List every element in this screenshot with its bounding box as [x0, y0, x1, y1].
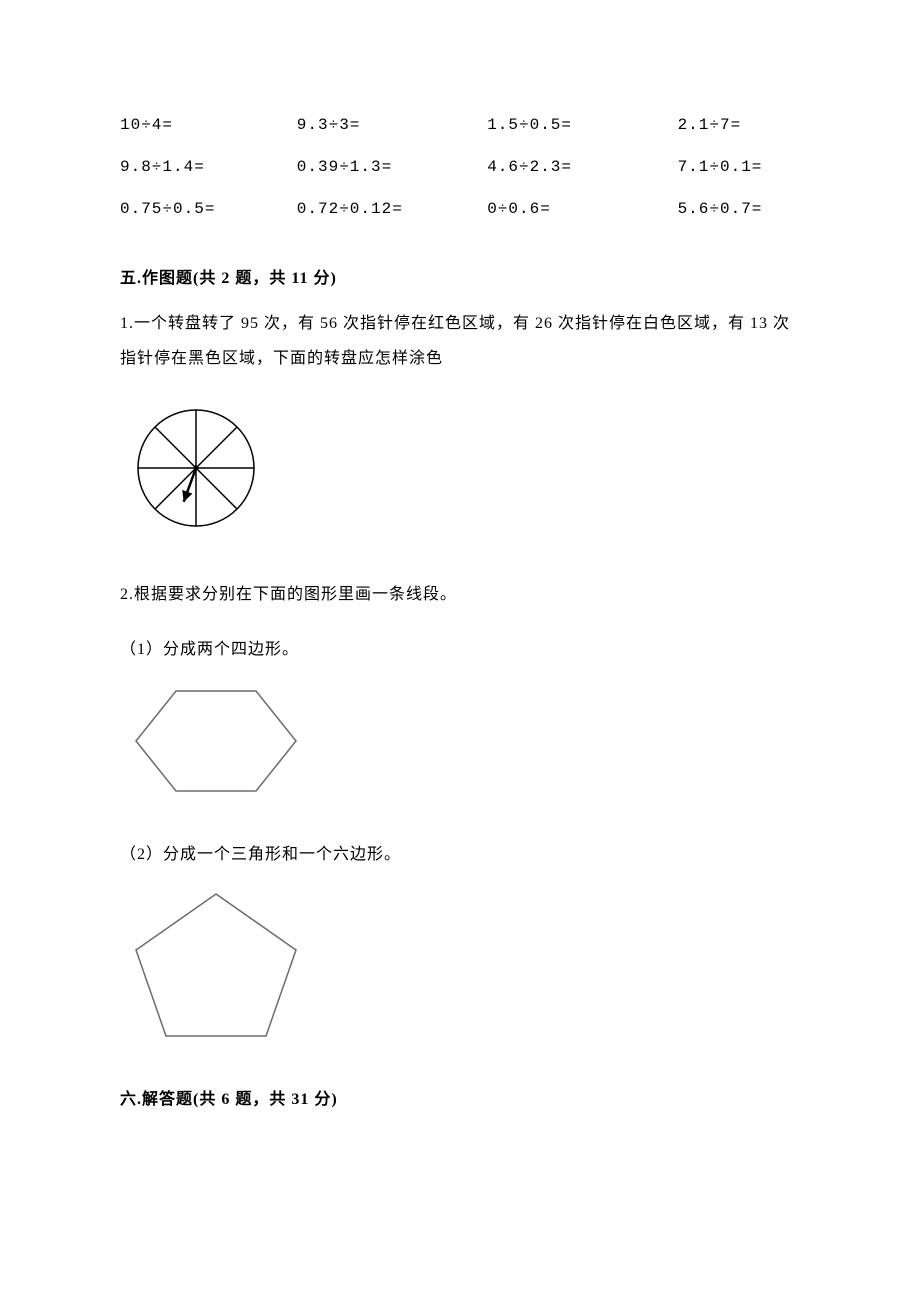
problem-2-part1-label: （1）分成两个四边形。: [120, 635, 800, 659]
spinner-icon: [126, 398, 266, 538]
pentagon-polygon: [136, 894, 296, 1036]
hexagon-figure: [126, 681, 800, 806]
calc-cell: 0÷0.6=: [487, 194, 677, 236]
calc-row: 9.8÷1.4= 0.39÷1.3= 4.6÷2.3= 7.1÷0.1=: [120, 152, 800, 194]
calc-cell: 0.75÷0.5=: [120, 194, 297, 236]
calc-cell: 10÷4=: [120, 110, 297, 152]
calc-table: 10÷4= 9.3÷3= 1.5÷0.5= 2.1÷7= 9.8÷1.4= 0.…: [120, 110, 800, 236]
section-6-heading: 六.解答题(共 6 题，共 31 分): [120, 1085, 800, 1109]
calc-cell: 0.39÷1.3=: [297, 152, 487, 194]
calc-cell: 5.6÷0.7=: [678, 194, 800, 236]
calc-row: 0.75÷0.5= 0.72÷0.12= 0÷0.6= 5.6÷0.7=: [120, 194, 800, 236]
pentagon-figure: [126, 886, 800, 1051]
problem-2-part2-label: （2）分成一个三角形和一个六边形。: [120, 840, 800, 864]
calc-cell: 9.8÷1.4=: [120, 152, 297, 194]
hexagon-icon: [126, 681, 306, 801]
problem-1-text: 1.一个转盘转了 95 次，有 56 次指针停在红色区域，有 26 次指针停在白…: [120, 306, 800, 376]
page: 10÷4= 9.3÷3= 1.5÷0.5= 2.1÷7= 9.8÷1.4= 0.…: [0, 0, 920, 1187]
pentagon-icon: [126, 886, 306, 1046]
spinner-figure: [126, 398, 800, 543]
problem-2-text: 2.根据要求分别在下面的图形里画一条线段。: [120, 577, 800, 612]
calc-cell: 0.72÷0.12=: [297, 194, 487, 236]
calc-cell: 9.3÷3=: [297, 110, 487, 152]
hexagon-polygon: [136, 691, 296, 791]
section-5-heading: 五.作图题(共 2 题，共 11 分): [120, 264, 800, 288]
calc-cell: 7.1÷0.1=: [678, 152, 800, 194]
calc-row: 10÷4= 9.3÷3= 1.5÷0.5= 2.1÷7=: [120, 110, 800, 152]
calc-cell: 2.1÷7=: [678, 110, 800, 152]
calc-cell: 4.6÷2.3=: [487, 152, 677, 194]
calc-cell: 1.5÷0.5=: [487, 110, 677, 152]
